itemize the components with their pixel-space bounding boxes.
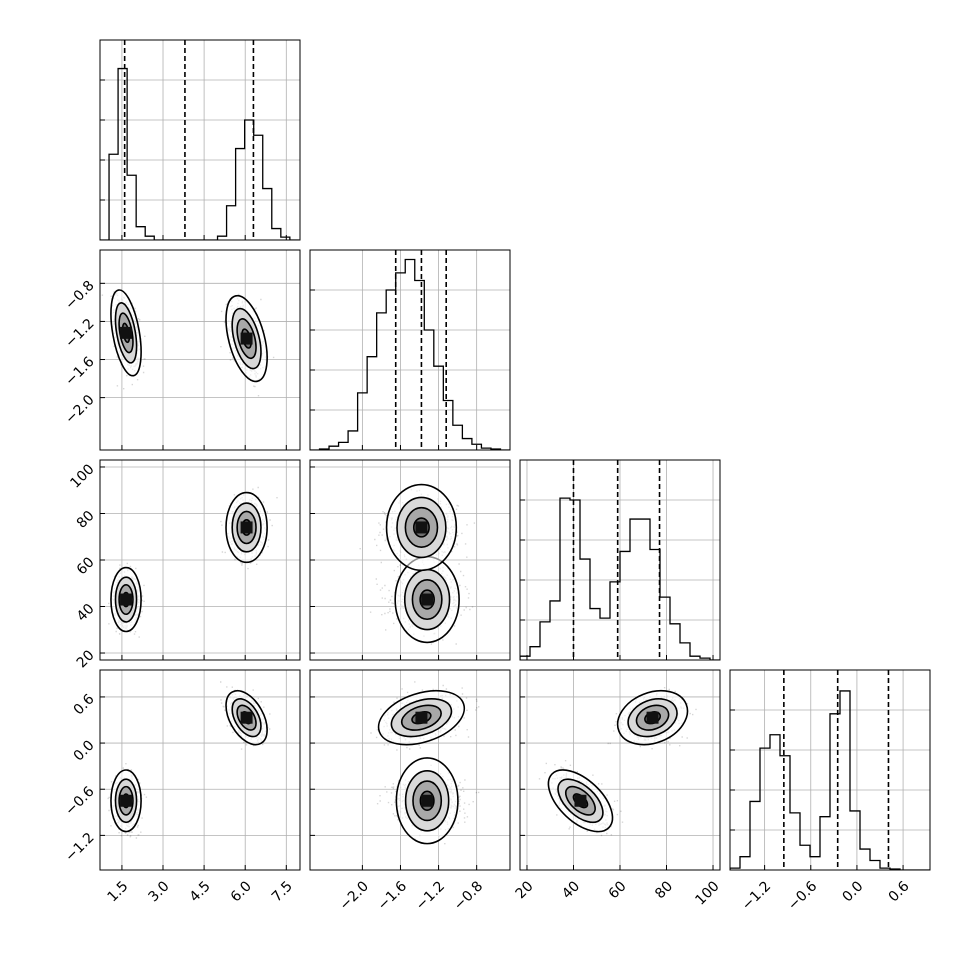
histogram-3 <box>730 690 930 870</box>
y-ticks <box>520 696 525 836</box>
panel-frame <box>309 249 511 451</box>
x-ticks <box>121 865 287 870</box>
x-tick-label-1-0: −2.0 <box>337 878 372 913</box>
panel-content <box>310 250 510 450</box>
y-ticks <box>100 282 105 399</box>
density-peak <box>240 711 253 724</box>
x-tick-label-0-1: 3.0 <box>146 878 173 905</box>
x-ticks <box>526 655 714 660</box>
y-tick-label-1-0: −2.0 <box>62 392 97 427</box>
y-ticks <box>310 289 315 411</box>
histogram-1 <box>310 258 510 450</box>
grid <box>520 670 720 870</box>
panel-content <box>108 486 278 638</box>
panel-content <box>101 289 275 397</box>
x-tick-label-2-1: 40 <box>559 878 583 902</box>
y-ticks <box>100 696 105 836</box>
density-peak <box>240 521 253 534</box>
x-ticks <box>361 655 478 660</box>
density-peak <box>421 593 434 606</box>
y-tick-label-3-3: 0.6 <box>71 691 98 718</box>
histogram-2 <box>520 497 720 660</box>
x-ticks <box>526 865 714 870</box>
y-ticks <box>310 696 315 836</box>
density-peak <box>415 711 428 724</box>
x-ticks <box>361 865 478 870</box>
y-tick-label-3-1: −0.6 <box>62 784 97 819</box>
y-ticks <box>520 499 525 621</box>
grid <box>310 250 510 450</box>
x-tick-label-2-0: 20 <box>513 878 537 902</box>
panel-1-1 <box>309 249 511 451</box>
x-tick-label-3-1: −0.6 <box>785 878 820 913</box>
x-tick-label-2-3: 80 <box>652 878 676 902</box>
x-ticks <box>764 865 904 870</box>
y-tick-label-2-2: 60 <box>74 554 98 578</box>
panel-frame <box>309 669 511 871</box>
panel-content <box>107 681 271 839</box>
density-peak <box>120 326 133 339</box>
grid <box>100 40 300 240</box>
x-tick-label-2-4: 100 <box>692 878 722 908</box>
x-ticks <box>121 445 287 450</box>
x-ticks <box>121 655 287 660</box>
panel-3-3: −1.2 −0.6 0.0 0.6 <box>729 669 931 914</box>
x-tick-label-3-3: 0.6 <box>886 878 913 905</box>
density-peak <box>120 794 133 807</box>
panel-2-2 <box>519 459 721 661</box>
y-ticks <box>730 709 735 831</box>
panel-2-0: 20 40 60 80 100 <box>67 459 301 671</box>
x-tick-label-0-0: 1.5 <box>104 878 131 905</box>
x-tick-label-2-2: 60 <box>606 878 630 902</box>
panel-frame <box>99 249 301 451</box>
y-tick-label-3-0: −1.2 <box>62 830 97 865</box>
x-tick-label-1-3: −0.8 <box>451 878 486 913</box>
panel-3-1: −2.0 −1.6 −1.2 −0.8 <box>309 669 511 914</box>
panel-content <box>520 460 720 660</box>
density-peak <box>421 794 434 807</box>
panel-1-0: −2.0−1.6−1.2−0.8 <box>62 249 301 451</box>
y-tick-label-2-4: 100 <box>67 461 97 491</box>
y-tick-label-1-3: −0.8 <box>62 278 97 313</box>
y-tick-label-2-1: 40 <box>74 601 98 625</box>
panel-frame <box>99 669 301 871</box>
y-ticks <box>310 466 315 654</box>
y-tick-label-2-3: 80 <box>74 508 98 532</box>
y-tick-label-1-2: −1.2 <box>62 316 97 351</box>
panel-content <box>538 687 697 837</box>
x-tick-label-3-2: 0.0 <box>839 878 866 905</box>
panel-frame <box>729 669 931 871</box>
x-tick-label-0-2: 4.5 <box>187 878 214 905</box>
panel-content <box>370 681 480 845</box>
grid <box>100 670 300 870</box>
panel-2-1 <box>309 459 511 661</box>
x-tick-label-0-4: 7.5 <box>269 878 296 905</box>
x-tick-label-3-0: −1.2 <box>739 878 774 913</box>
density-peak <box>240 332 253 345</box>
x-ticks <box>121 235 287 240</box>
panel-content <box>359 483 476 645</box>
panel-3-2: 20 40 60 80 100 <box>513 669 723 909</box>
y-tick-label-1-1: −1.6 <box>62 354 97 389</box>
histogram-0 <box>100 67 299 240</box>
panel-3-0: 1.5 3.0 4.5 6.0 7.5 −1.2 −0.6 0.0 0.6 <box>62 669 301 905</box>
x-ticks <box>361 445 478 450</box>
density-peak <box>574 794 587 807</box>
panel-content <box>730 670 930 870</box>
x-tick-label-0-3: 6.0 <box>228 878 255 905</box>
panel-0-0 <box>99 39 301 241</box>
panel-frame <box>99 39 301 241</box>
y-tick-label-3-2: 0.0 <box>71 737 98 764</box>
x-tick-label-1-1: −1.6 <box>375 878 410 913</box>
density-peak <box>646 711 659 724</box>
y-ticks <box>100 466 105 654</box>
x-tick-label-1-2: −1.2 <box>413 878 448 913</box>
density-peak <box>415 521 428 534</box>
panel-content <box>100 40 299 240</box>
y-ticks <box>100 79 105 201</box>
y-tick-label-2-0: 20 <box>74 647 98 671</box>
density-peak <box>120 593 133 606</box>
